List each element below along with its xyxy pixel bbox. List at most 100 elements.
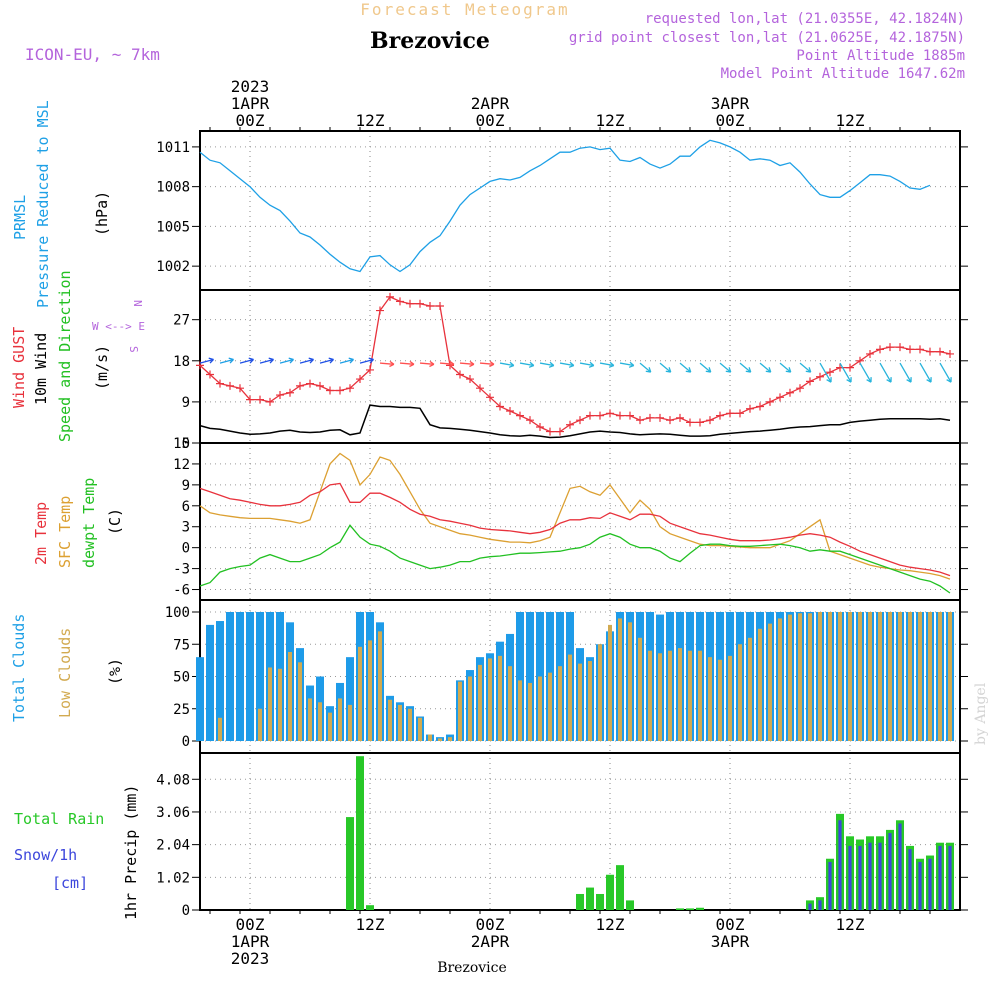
low-cloud-bar xyxy=(498,655,502,741)
pressure-unit: (hPa) xyxy=(93,191,111,236)
wind-arrow-head xyxy=(489,360,495,368)
low-cloud-bar xyxy=(948,612,952,741)
y-tick-label: 100 xyxy=(165,605,190,621)
model-altitude: Model Point Altitude 1647.62m xyxy=(721,66,965,82)
gust-marker xyxy=(506,407,514,416)
wind-arrow xyxy=(319,358,334,364)
snow-bar xyxy=(828,861,832,910)
low-cloud-bar xyxy=(878,612,882,741)
wind-arrow-head xyxy=(946,377,952,383)
low-cloud-bar xyxy=(928,612,932,741)
gust-marker xyxy=(296,381,304,390)
gust-marker xyxy=(876,345,884,354)
compass-n-icon: N xyxy=(131,300,144,307)
total-cloud-bar xyxy=(516,612,524,741)
wind-arrow-head xyxy=(805,367,812,373)
wind-arrow xyxy=(939,362,952,383)
y-tick-label: 1008 xyxy=(156,180,190,196)
wind-arrow xyxy=(519,362,534,367)
wind-arrow-head xyxy=(906,377,912,383)
low-cloud-bar xyxy=(478,664,482,741)
temp2m-label: 2m Temp xyxy=(32,502,50,565)
rain-bar xyxy=(596,893,604,910)
wind-arrow-head xyxy=(228,357,234,364)
low-cloud-bar xyxy=(298,662,302,741)
wind-arrow-head xyxy=(348,357,354,364)
low-cloud-bar xyxy=(558,666,562,741)
y-tick-label: 12 xyxy=(173,457,190,473)
snow-bar xyxy=(838,820,842,910)
gust-marker xyxy=(306,379,314,388)
gust-marker xyxy=(906,345,914,354)
low-cloud-bar xyxy=(748,637,752,741)
wind-arrow xyxy=(339,358,354,364)
low-cloud-bar xyxy=(788,614,792,741)
snow-label: Snow/1h xyxy=(14,846,77,864)
wind-arrow xyxy=(779,362,792,373)
wind-arrow-head xyxy=(548,361,555,368)
gust-marker xyxy=(766,397,774,406)
rain-bar xyxy=(576,893,584,910)
gust-marker xyxy=(256,395,264,404)
time-label-top: 1APR xyxy=(231,94,270,113)
gust-marker xyxy=(396,297,404,306)
wind-arrow xyxy=(819,362,832,383)
low-cloud-bar xyxy=(508,666,512,741)
gust-marker xyxy=(266,397,274,406)
total-cloud-bar xyxy=(246,612,254,741)
wind-arrow-head xyxy=(568,361,575,368)
gust-marker xyxy=(926,347,934,356)
gust-line xyxy=(199,296,951,433)
gust-marker xyxy=(556,427,564,436)
gust-marker xyxy=(526,416,534,425)
watermark: by Angel xyxy=(973,682,989,745)
snow-bar xyxy=(888,833,892,910)
y-tick-label: 27 xyxy=(173,313,190,329)
low-cloud-bar xyxy=(358,646,362,741)
y-tick-label: 0 xyxy=(182,541,190,557)
low-cloud-bar xyxy=(708,657,712,741)
low-cloud-bar xyxy=(448,737,452,741)
wind-arrow-head xyxy=(588,361,595,368)
low-cloud-bar xyxy=(428,734,432,741)
gust-label: Wind GUST xyxy=(10,327,28,408)
low-cloud-bar xyxy=(288,651,292,741)
low-cloud-bar xyxy=(868,612,872,741)
gust-marker xyxy=(946,349,954,358)
wind-arrow xyxy=(479,362,495,365)
low-cloud-bar xyxy=(718,659,722,741)
low-cloud-bar xyxy=(678,648,682,741)
gust-marker xyxy=(846,363,854,372)
wind-arrow-head xyxy=(429,360,435,368)
wind-arrow-head xyxy=(208,357,214,364)
low-cloud-bar xyxy=(768,623,772,741)
low-cloud-bar xyxy=(338,698,342,741)
gust-marker xyxy=(696,418,704,427)
rain-bar xyxy=(356,756,364,910)
low-cloud-bar xyxy=(568,654,572,741)
time-label-bottom: 12Z xyxy=(836,915,865,934)
time-label-bottom: 00Z xyxy=(476,915,505,934)
y-tick-label: 25 xyxy=(173,702,190,718)
time-label-top: 00Z xyxy=(236,111,265,130)
gust-marker xyxy=(896,343,904,352)
gust-marker xyxy=(496,402,504,411)
gust-marker xyxy=(546,427,554,436)
gust-marker xyxy=(406,299,414,308)
y-tick-label: 18 xyxy=(173,354,190,370)
low-cloud-bar xyxy=(258,708,262,741)
time-label-bottom: 12Z xyxy=(596,915,625,934)
prmsl-label: PRMSL xyxy=(11,195,29,240)
y-tick-label: 1011 xyxy=(156,140,190,156)
gust-marker xyxy=(606,409,614,418)
low-cloud-bar xyxy=(378,631,382,741)
snow-bar xyxy=(898,823,902,910)
low-cloud-bar xyxy=(458,681,462,741)
panel-frame xyxy=(199,442,961,601)
y-tick-label: 4.08 xyxy=(156,772,190,788)
low-cloud-bar xyxy=(798,613,802,741)
wind-arrow xyxy=(879,362,892,383)
wind-arrow-head xyxy=(449,360,455,368)
